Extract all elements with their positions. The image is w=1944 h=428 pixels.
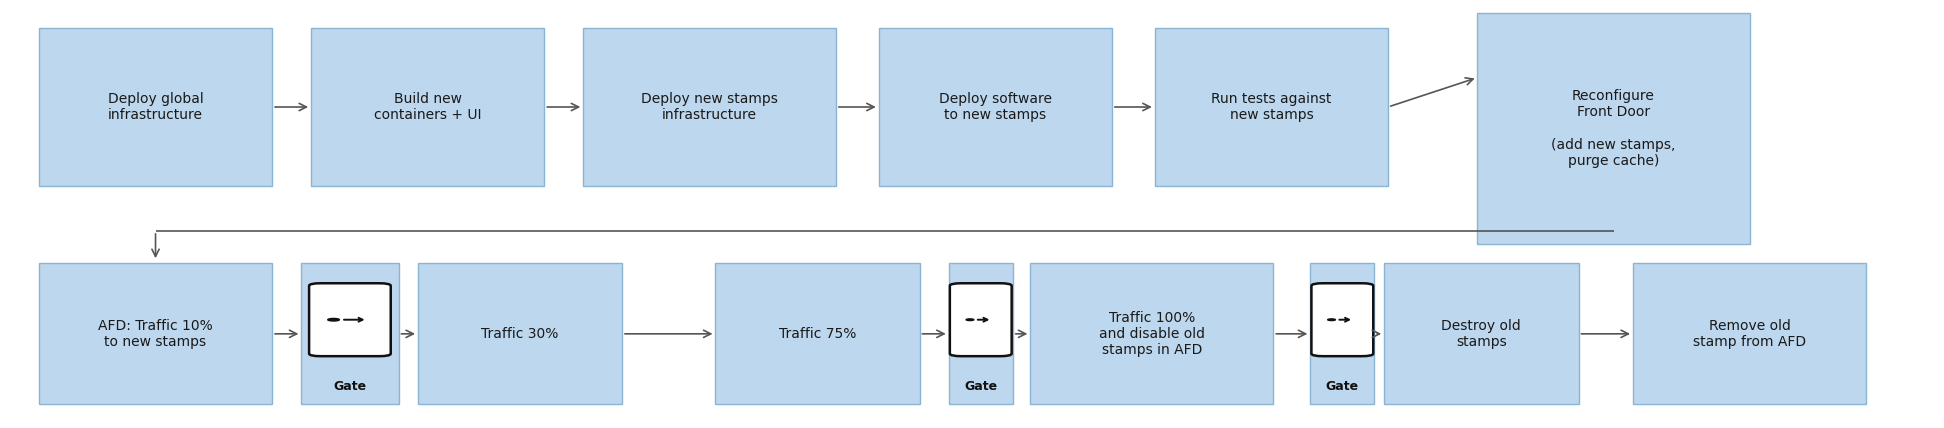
Text: Gate: Gate (332, 380, 367, 392)
FancyBboxPatch shape (715, 263, 920, 404)
Text: Destroy old
stamps: Destroy old stamps (1441, 319, 1522, 349)
Text: Deploy new stamps
infrastructure: Deploy new stamps infrastructure (642, 92, 778, 122)
Text: Traffic 100%
and disable old
stamps in AFD: Traffic 100% and disable old stamps in A… (1098, 311, 1205, 357)
Text: Run tests against
new stamps: Run tests against new stamps (1211, 92, 1332, 122)
Text: Deploy software
to new stamps: Deploy software to new stamps (939, 92, 1052, 122)
FancyBboxPatch shape (1030, 263, 1273, 404)
Circle shape (1328, 319, 1336, 321)
FancyBboxPatch shape (39, 28, 272, 186)
FancyBboxPatch shape (1384, 263, 1579, 404)
FancyBboxPatch shape (1155, 28, 1388, 186)
Text: Gate: Gate (964, 380, 997, 392)
FancyBboxPatch shape (949, 263, 1013, 404)
Text: Traffic 30%: Traffic 30% (482, 327, 558, 341)
FancyBboxPatch shape (1310, 263, 1374, 404)
FancyBboxPatch shape (1477, 13, 1750, 244)
FancyBboxPatch shape (301, 263, 399, 404)
Text: Deploy global
infrastructure: Deploy global infrastructure (107, 92, 204, 122)
FancyBboxPatch shape (951, 283, 1011, 356)
FancyBboxPatch shape (1312, 283, 1372, 356)
FancyBboxPatch shape (583, 28, 836, 186)
FancyBboxPatch shape (418, 263, 622, 404)
Text: Reconfigure
Front Door

(add new stamps,
purge cache): Reconfigure Front Door (add new stamps, … (1551, 89, 1676, 168)
FancyBboxPatch shape (309, 283, 391, 356)
FancyBboxPatch shape (39, 263, 272, 404)
FancyBboxPatch shape (1633, 263, 1866, 404)
Text: Traffic 75%: Traffic 75% (780, 327, 855, 341)
Text: Gate: Gate (1326, 380, 1359, 392)
FancyBboxPatch shape (879, 28, 1112, 186)
Circle shape (329, 318, 340, 321)
Circle shape (966, 319, 974, 321)
Text: Build new
containers + UI: Build new containers + UI (373, 92, 482, 122)
Text: AFD: Traffic 10%
to new stamps: AFD: Traffic 10% to new stamps (97, 319, 214, 349)
Text: Remove old
stamp from AFD: Remove old stamp from AFD (1693, 319, 1806, 349)
FancyBboxPatch shape (311, 28, 544, 186)
